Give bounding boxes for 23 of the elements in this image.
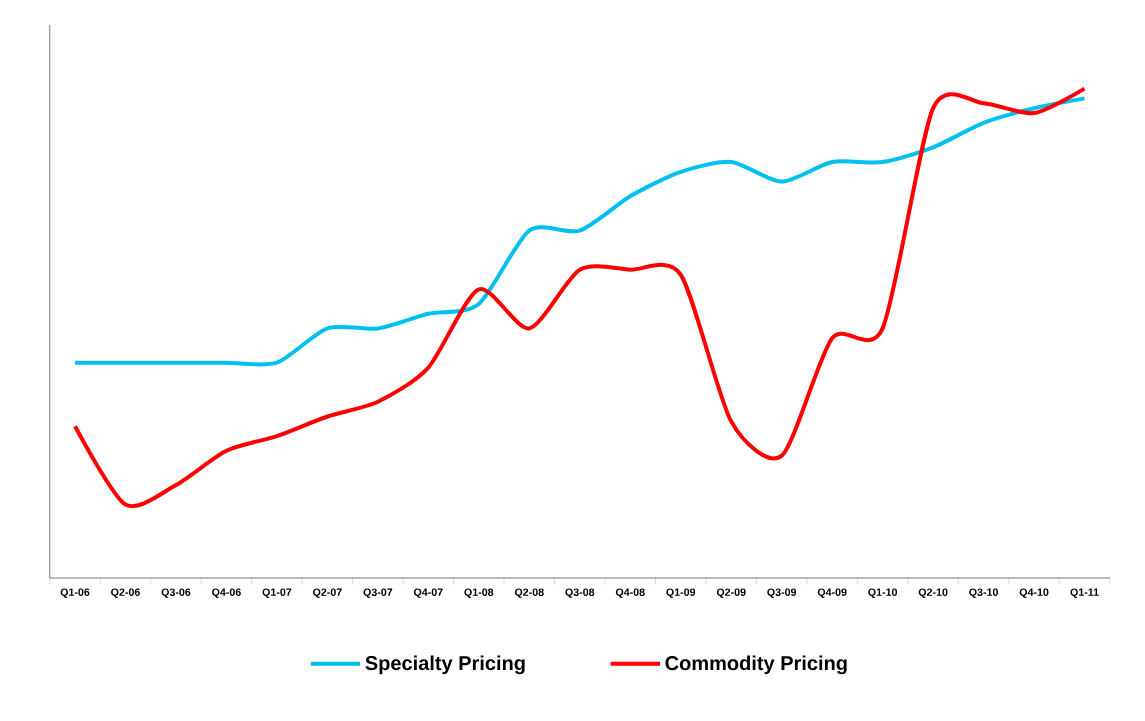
legend-label: Specialty Pricing [365, 655, 525, 675]
x-tick-label: Q1-10 [868, 588, 898, 598]
x-tick-label: Q3-06 [161, 588, 191, 598]
x-tick-label: Q2-10 [918, 588, 948, 598]
x-tick-label: Q1-08 [464, 588, 494, 598]
x-tick-label: Q3-07 [363, 588, 393, 598]
x-tick-label: Q1-09 [666, 588, 696, 598]
x-tick-label: Q3-10 [969, 588, 998, 598]
x-tick-label: Q4-06 [212, 588, 241, 598]
x-tick-label: Q2-09 [716, 588, 746, 598]
x-tick-label: Q4-07 [413, 588, 443, 598]
x-tick-label: Q2-06 [111, 588, 140, 598]
x-tick-label: Q4-08 [615, 588, 645, 598]
x-tick-label: Q3-09 [767, 588, 797, 598]
x-tick-label: Q1-06 [60, 588, 90, 598]
x-tick-label: Q2-08 [514, 588, 544, 598]
x-tick-label: Q4-10 [1019, 588, 1049, 598]
x-tick-label: Q4-09 [817, 588, 847, 598]
x-tick-label: Q3-08 [565, 588, 595, 598]
x-tick-label: Q2-07 [313, 588, 342, 598]
x-tick-label: Q1-11 [1070, 588, 1099, 598]
x-tick-label: Q1-07 [262, 588, 292, 598]
legend-label: Commodity Pricing [665, 655, 847, 675]
